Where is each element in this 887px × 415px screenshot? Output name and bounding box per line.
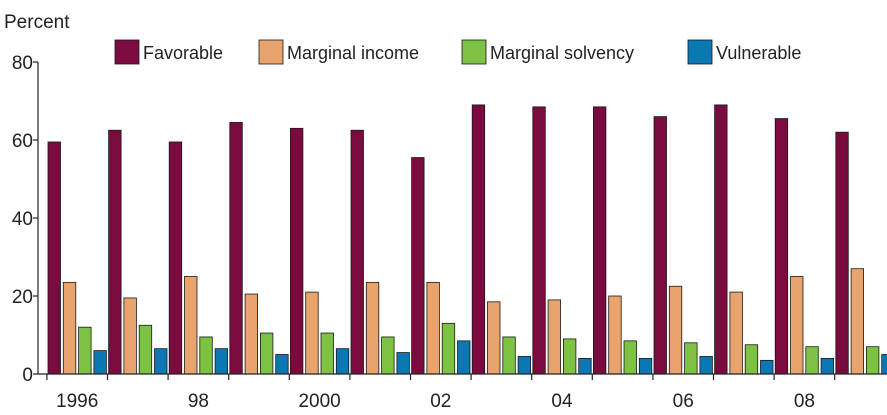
bar-marginal-solvency-2006 [685,343,698,374]
bar-favorable-2006 [654,117,667,374]
bar-vulnerable-2009 [882,355,887,375]
x-tick-label-06: 06 [673,391,694,412]
x-tick-label-08: 08 [794,391,815,412]
bar-favorable-1998 [169,142,182,374]
y-tick-label-80: 80 [12,53,33,74]
bar-favorable-1996 [48,142,61,374]
y-axis-title: Percent [4,12,70,33]
y-tick-label-0: 0 [22,365,33,386]
bar-favorable-1999 [230,122,243,374]
legend-label-marginal-income: Marginal income [287,43,419,63]
bar-vulnerable-2002 [458,341,471,374]
bar-marginal-income-2002 [427,282,440,374]
bar-marginal-income-2006 [669,286,682,374]
bar-vulnerable-1999 [276,355,289,375]
x-tick-label-02: 02 [430,391,451,412]
x-tick-label-98: 98 [188,391,209,412]
bar-vulnerable-2003 [518,356,531,374]
bar-favorable-1997 [109,130,122,374]
legend-swatch-marginal-income [259,40,283,64]
bar-marginal-solvency-2000 [321,333,334,374]
legend-swatch-vulnerable [688,40,712,64]
legend-swatch-favorable [115,40,139,64]
bar-marginal-income-2003 [488,302,501,374]
bar-marginal-solvency-2001 [382,337,395,374]
bar-favorable-2007 [715,105,728,374]
legend-label-favorable: Favorable [143,43,223,63]
legend-label-vulnerable: Vulnerable [716,43,801,63]
bar-vulnerable-2001 [397,353,410,374]
bar-marginal-solvency-2009 [866,347,879,374]
bar-favorable-2008 [775,119,788,374]
y-tick-label-40: 40 [12,209,33,230]
bar-marginal-solvency-2004 [563,339,576,374]
y-tick-label-60: 60 [12,131,33,152]
bar-favorable-2009 [836,132,849,374]
bar-marginal-solvency-2003 [503,337,516,374]
bar-marginal-solvency-1998 [200,337,213,374]
bar-vulnerable-1996 [94,351,107,374]
bar-marginal-solvency-2005 [624,341,637,374]
bar-favorable-2005 [593,107,606,374]
bar-favorable-2002 [412,158,425,374]
bar-marginal-income-2000 [306,292,319,374]
bar-favorable-2003 [472,105,485,374]
bar-marginal-solvency-1996 [79,327,92,374]
legend-swatch-marginal-solvency [462,40,486,64]
bar-marginal-income-1996 [63,282,76,374]
bar-marginal-income-2009 [851,269,864,374]
bars [48,105,887,374]
bar-marginal-income-2004 [548,300,561,374]
bar-marginal-income-2008 [791,277,804,375]
y-tick-label-20: 20 [12,287,33,308]
x-tick-label-2000: 2000 [298,391,340,412]
x-tick-label-04: 04 [551,391,573,412]
bar-marginal-solvency-2002 [442,323,455,374]
bar-marginal-income-1999 [245,294,258,374]
bar-marginal-solvency-1999 [260,333,273,374]
bar-vulnerable-2007 [761,360,774,374]
bar-marginal-income-1997 [124,298,136,374]
bar-favorable-2000 [290,128,303,374]
bar-vulnerable-2004 [579,358,592,374]
bar-marginal-income-2001 [366,282,379,374]
legend: Favorable Marginal income Marginal solvenc… [115,40,801,64]
bar-vulnerable-2005 [639,358,652,374]
bar-vulnerable-2008 [821,358,834,374]
bar-vulnerable-2000 [336,349,349,374]
bar-favorable-2004 [533,107,546,374]
bar-marginal-income-1998 [185,277,198,375]
bar-vulnerable-1997 [155,349,168,374]
bar-vulnerable-2006 [700,356,713,374]
bar-favorable-2001 [351,130,364,374]
bar-marginal-income-2007 [730,292,743,374]
bar-vulnerable-1998 [215,349,228,374]
legend-label-marginal-solvency: Marginal solvency [490,43,634,63]
bar-marginal-solvency-2008 [806,347,819,374]
bar-marginal-solvency-1997 [139,325,152,374]
bar-marginal-solvency-2007 [745,345,758,374]
x-tick-label-1996: 1996 [56,391,98,412]
bar-marginal-income-2005 [609,296,622,374]
